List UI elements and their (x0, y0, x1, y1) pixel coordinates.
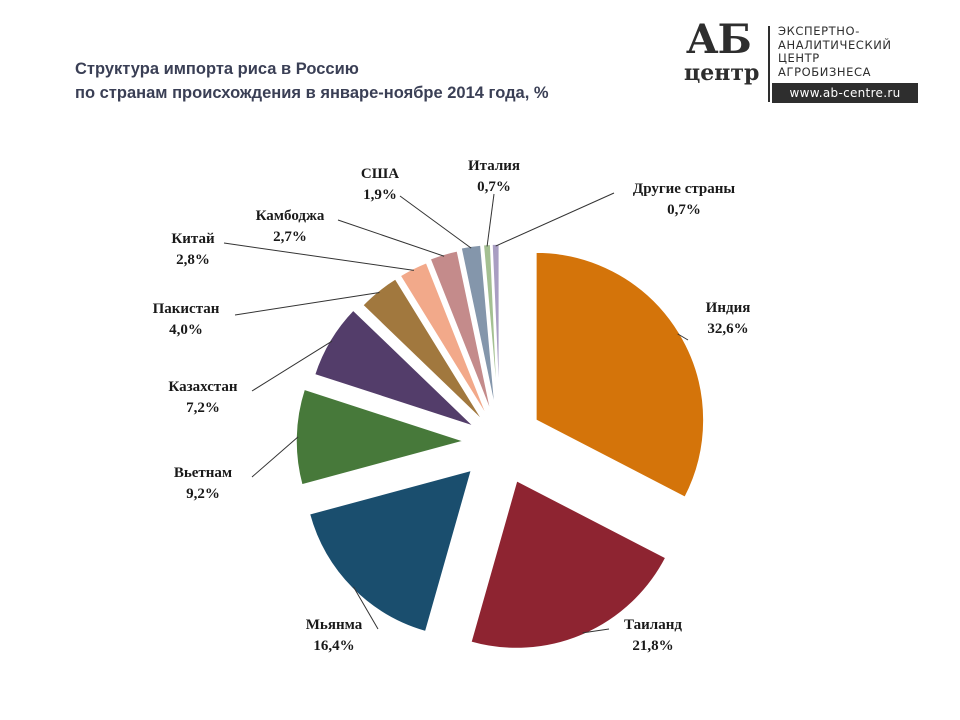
leader-line-slice-9 (399, 195, 472, 249)
logo-url: www.ab-centre.ru (772, 83, 918, 103)
slice-value-label-11: 0,7% (667, 202, 701, 218)
pie-slice-4 (295, 388, 467, 486)
pie-slice-5 (313, 308, 475, 428)
slice-name-label-3: Мьянма (306, 617, 363, 633)
slice-value-label-8: 2,7% (273, 229, 307, 245)
slice-value-label-4: 9,2% (186, 486, 220, 502)
slice-name-label-9: США (361, 166, 399, 182)
leader-line-slice-2 (582, 628, 610, 634)
pie-slice-9 (460, 244, 497, 413)
ab-centre-logo: АБ центр ЭКСПЕРТНО- АНАЛИТИЧЕСКИЙ ЦЕНТР … (684, 16, 924, 106)
slice-value-label-3: 16,4% (313, 638, 354, 654)
pie-slice-1 (535, 251, 705, 499)
logo-text: ЭКСПЕРТНО- АНАЛИТИЧЕСКИЙ ЦЕНТР АГРОБИЗНЕ… (778, 24, 892, 79)
pie-slice-6 (361, 277, 485, 423)
chart-title: Структура импорта риса в Россию по стран… (75, 57, 549, 105)
pie-slice-2 (469, 479, 667, 650)
leader-line-slice-10 (486, 193, 495, 247)
leader-line-slice-7 (223, 242, 414, 271)
logo-mark: АБ центр (684, 16, 764, 88)
slice-value-label-10: 0,7% (477, 179, 511, 195)
slice-name-label-1: Индия (706, 300, 751, 316)
slice-name-label-6: Пакистан (153, 301, 220, 317)
leader-line-slice-8 (337, 219, 445, 257)
pie-slice-7 (399, 261, 490, 420)
slice-name-label-8: Камбоджа (256, 208, 325, 224)
slice-name-label-5: Казахстан (168, 379, 237, 395)
logo-mark-centr: центр (684, 60, 760, 86)
logo-mark-ab: АБ (686, 16, 752, 63)
pie-slice-3 (308, 469, 473, 633)
slice-value-label-1: 32,6% (707, 321, 748, 337)
title-line-1: Структура импорта риса в Россию (75, 60, 359, 78)
leader-line-slice-6 (234, 292, 380, 316)
logo-line-3: ЦЕНТР (778, 51, 820, 65)
leader-line-slice-3 (352, 586, 379, 630)
leader-line-slice-4 (251, 436, 299, 478)
slice-value-label-2: 21,8% (632, 638, 673, 654)
leader-line-slice-11 (495, 192, 615, 247)
leader-line-slice-5 (251, 340, 333, 392)
slice-value-label-6: 4,0% (169, 322, 203, 338)
logo-divider (768, 26, 770, 102)
slice-value-label-5: 7,2% (186, 400, 220, 416)
slice-name-label-4: Вьетнам (174, 465, 232, 481)
slice-value-label-7: 2,8% (176, 252, 210, 268)
title-line-2: по странам происхождения в январе-ноябре… (75, 84, 549, 102)
slice-value-label-9: 1,9% (363, 187, 397, 203)
slice-name-label-7: Китай (171, 231, 215, 247)
logo-line-1: ЭКСПЕРТНО- (778, 24, 860, 38)
slice-name-label-2: Таиланд (624, 617, 682, 633)
slice-name-label-10: Италия (468, 158, 520, 174)
logo-line-4: АГРОБИЗНЕСА (778, 64, 872, 79)
leader-line-slice-1 (677, 333, 689, 341)
slice-name-label-11: Другие страны (633, 181, 736, 197)
pie-slice-8 (429, 249, 493, 416)
logo-line-2: АНАЛИТИЧЕСКИЙ (778, 37, 892, 52)
